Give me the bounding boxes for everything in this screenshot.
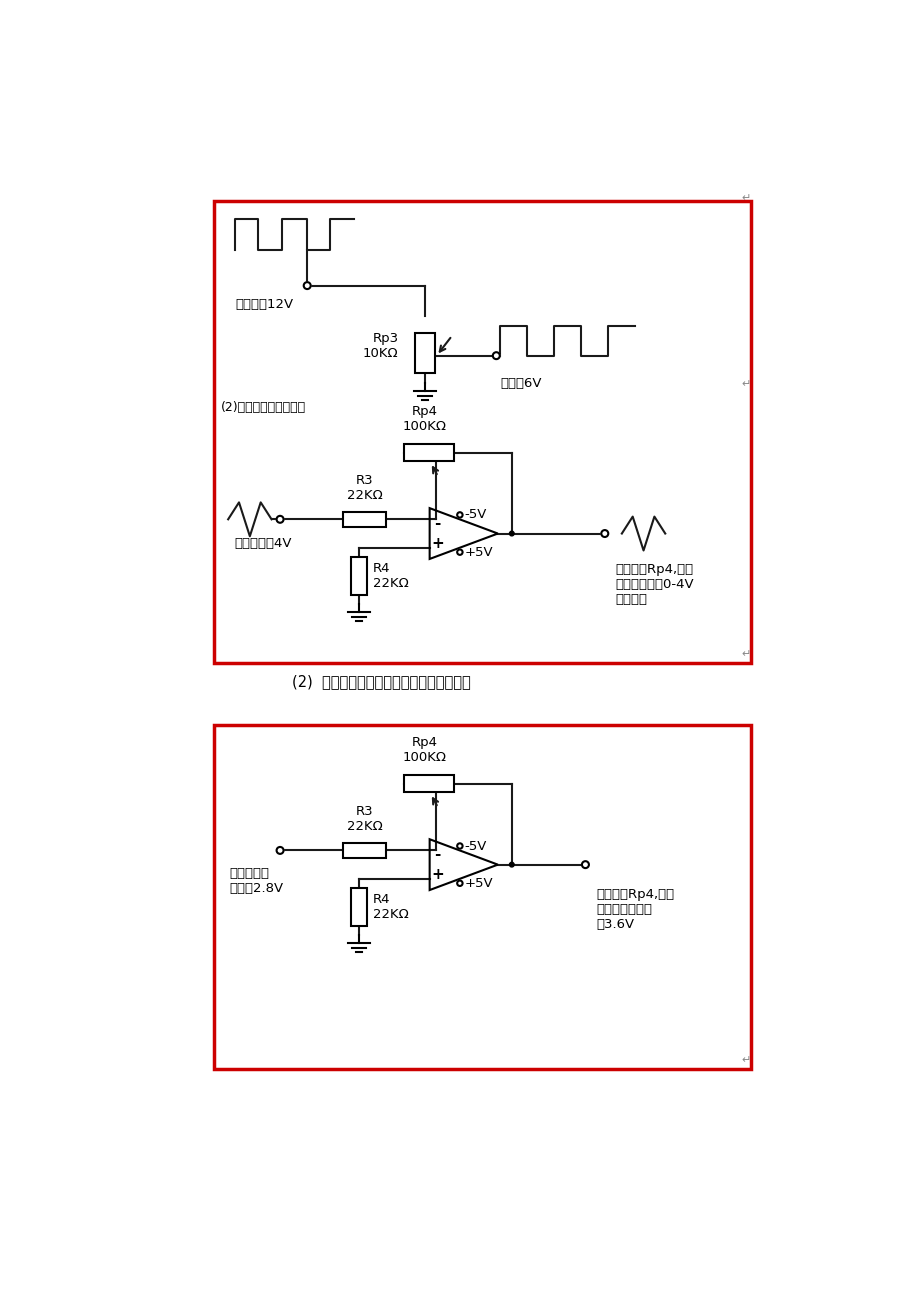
Text: R3
22KΩ: R3 22KΩ [346,806,382,833]
Text: ↵: ↵ [741,648,750,659]
Text: +: + [431,536,443,551]
Circle shape [277,846,283,854]
Text: ↵: ↵ [741,1056,750,1065]
Text: +5V: +5V [464,876,493,889]
Bar [343,512,385,527]
Bar [343,842,385,858]
Circle shape [303,283,311,289]
Text: R4
22KΩ: R4 22KΩ [373,893,408,921]
Bar [214,201,750,663]
Text: 正弦波输入
峰値为2.8V: 正弦波输入 峰値为2.8V [230,867,284,896]
Circle shape [601,530,607,536]
Circle shape [457,549,462,555]
Circle shape [509,531,514,536]
Text: 三角波峰值4V: 三角波峰值4V [234,538,291,551]
Bar [214,724,750,1069]
Bar [403,444,454,461]
Text: 通过调节Rp4,使得
三角波峰値在0-4V
连续可调: 通过调节Rp4,使得 三角波峰値在0-4V 连续可调 [615,562,694,605]
Bar [351,557,367,595]
Text: (2)  正弦波也可以通过负反馈电路适当放大: (2) 正弦波也可以通过负反馈电路适当放大 [291,674,470,689]
Text: -: - [434,848,440,862]
Circle shape [457,844,462,849]
Circle shape [457,512,462,518]
Text: Rp3
10KΩ: Rp3 10KΩ [363,332,398,361]
Circle shape [277,516,283,523]
Text: -: - [434,516,440,531]
Text: 方波峰6V: 方波峰6V [500,376,541,389]
Text: +: + [431,867,443,883]
Text: R3
22KΩ: R3 22KΩ [346,474,382,503]
Text: Rp4
100KΩ: Rp4 100KΩ [403,736,447,764]
Bar [414,332,435,372]
Text: +5V: +5V [464,546,493,559]
Text: R4
22KΩ: R4 22KΩ [373,562,408,590]
Circle shape [582,861,588,868]
Circle shape [457,880,462,885]
Text: Rp4
100KΩ: Rp4 100KΩ [403,405,447,432]
Bar [403,775,454,792]
Text: 方波峰倶12V: 方波峰倶12V [235,298,293,311]
Text: -5V: -5V [464,840,486,853]
Text: ↵: ↵ [741,193,750,203]
Circle shape [493,353,499,359]
Text: ↵: ↵ [741,379,750,389]
Text: 通过调节Rp4,使得
正弦波峰値可达
到3.6V: 通过调节Rp4,使得 正弦波峰値可达 到3.6V [596,888,674,931]
Text: -5V: -5V [464,508,486,521]
Bar [351,888,367,926]
Circle shape [509,862,514,867]
Text: (2)三角波峰値连续可调: (2)三角波峰値连续可调 [221,401,305,414]
